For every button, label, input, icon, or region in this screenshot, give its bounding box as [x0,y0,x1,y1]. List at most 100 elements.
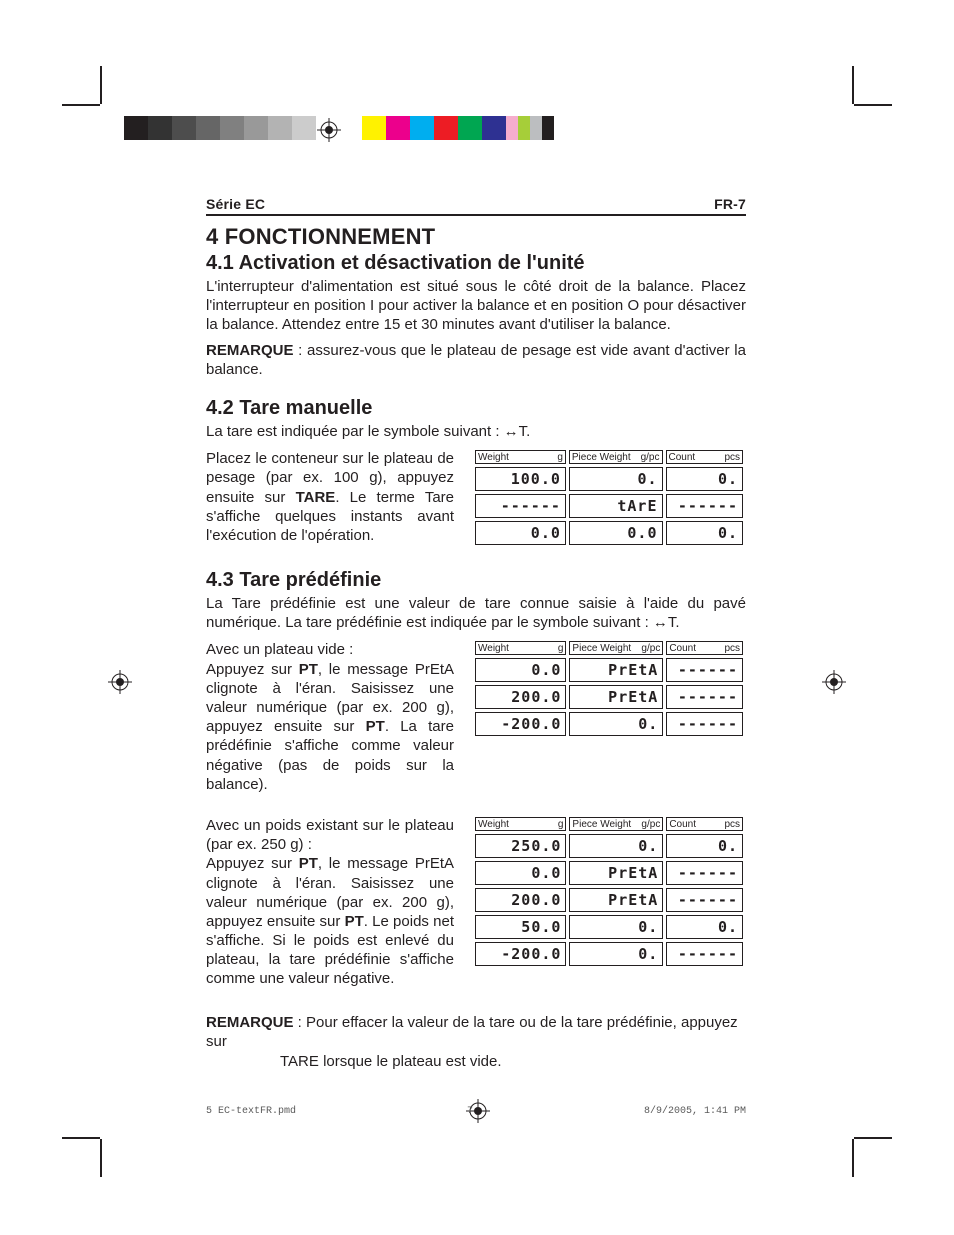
col-header-count: Countpcs [666,450,744,464]
display-cell-piece: 0. [569,834,663,858]
col-header-count: Countpcs [666,641,743,655]
display-cell-weight: -200.0 [475,712,566,736]
display-cell-piece: tArE [569,494,663,518]
color-bar-cmyk [362,116,554,140]
display-cell-piece: PrEtA [569,685,663,709]
display-cell-weight: -200.0 [475,942,566,966]
display-cell-piece: 0. [569,467,663,491]
col-header-piece: Piece Weightg/pc [569,450,663,464]
color-swatch [542,116,554,140]
paragraph-text: Avec un poids existant sur le plateau (p… [206,817,454,853]
display-cell-weight: 250.0 [475,834,566,858]
col-header-weight: Weightg [475,641,566,655]
paragraph: La tare est indiquée par le symbole suiv… [206,422,746,441]
color-swatch [458,116,482,140]
section-heading: 4 FONCTIONNEMENT [206,224,746,250]
color-swatch [410,116,434,140]
crop-mark [854,104,892,106]
paragraph: Avec un plateau vide : Appuyez sur PT, l… [206,640,454,794]
display-cell-count: ------ [666,942,743,966]
display-cell-weight: 200.0 [475,888,566,912]
bold-label: PT [299,855,318,872]
display-cell-weight: 0.0 [475,861,566,885]
subsection-heading: 4.3 Tare prédéfinie [206,569,746,592]
col-header-weight: Weightg [475,450,566,464]
registration-mark-icon [108,670,132,694]
paragraph-text: Appuyez sur [206,661,299,678]
paragraph-text: Avec un plateau vide : [206,641,353,658]
crop-mark [100,1139,102,1177]
display-cell-weight: 50.0 [475,915,566,939]
color-swatch [244,116,268,140]
bold-label: PT [366,718,385,735]
bold-label: TARE [280,1053,319,1070]
footer-file: 5 EC-textFR.pmd [206,1106,296,1117]
page-content: Série EC FR-7 4 FONCTIONNEMENT 4.1 Activ… [206,196,746,1071]
col-header-weight: Weightg [475,817,566,831]
paragraph: Avec un poids existant sur le plateau (p… [206,816,454,989]
display-cell-weight: 200.0 [475,685,566,709]
crop-mark [62,104,100,106]
display-cell-piece: 0. [569,712,663,736]
registration-mark-icon [317,118,341,142]
color-swatch [530,116,542,140]
header-right: FR-7 [714,196,746,212]
bold-label: REMARQUE [206,1014,294,1031]
bold-label: PT [299,661,318,678]
color-swatch [148,116,172,140]
bold-label: REMARQUE [206,342,294,359]
crop-mark [854,1137,892,1139]
bold-label: PT [345,913,364,930]
color-swatch [196,116,220,140]
paragraph: REMARQUE : assurez-vous que le plateau d… [206,341,746,379]
display-cell-count: ------ [666,685,743,709]
crop-mark [62,1137,100,1139]
display-cell-piece: PrEtA [569,888,663,912]
col-header-piece: Piece Weightg/pc [569,641,663,655]
color-swatch [482,116,506,140]
color-swatch [386,116,410,140]
col-header-count: Countpcs [666,817,743,831]
display-cell-piece: 0. [569,942,663,966]
color-swatch [362,116,386,140]
display-table-tare: WeightgPiece Weightg/pcCountpcs100.00.0.… [472,447,746,548]
display-table-preset-tare-b: WeightgPiece Weightg/pcCountpcs250.00.0.… [472,814,746,969]
paragraph: La Tare prédéfinie est une valeur de tar… [206,594,746,632]
crop-mark [852,1139,854,1177]
display-cell-count: 0. [666,521,744,545]
remark: REMARQUE : Pour effacer la valeur de la … [206,1013,746,1072]
paragraph: L'interrupteur d'alimentation est situé … [206,277,746,335]
display-cell-count: 0. [666,915,743,939]
display-cell-count: ------ [666,712,743,736]
subsection-heading: 4.1 Activation et désactivation de l'uni… [206,252,746,275]
display-cell-weight: 0.0 [475,521,566,545]
running-header: Série EC FR-7 [206,196,746,216]
crop-mark [852,66,854,104]
subsection-heading: 4.2 Tare manuelle [206,397,746,420]
registration-mark-icon [822,670,846,694]
footer-date: 8/9/2005, 1:41 PM [644,1106,746,1117]
col-header-piece: Piece Weightg/pc [569,817,663,831]
paragraph-text: lorsque le plateau est vide. [319,1053,502,1070]
display-table-preset-tare-a: WeightgPiece Weightg/pcCountpcs0.0PrEtA-… [472,638,746,739]
page-footer: 5 EC-textFR.pmd 7 8/9/2005, 1:41 PM [206,1106,746,1117]
display-cell-weight: 100.0 [475,467,566,491]
display-cell-weight: 0.0 [475,658,566,682]
color-swatch [506,116,518,140]
paragraph: Placez le conteneur sur le plateau de pe… [206,449,454,545]
color-swatch [124,116,148,140]
display-cell-piece: 0. [569,915,663,939]
display-cell-weight: ------ [475,494,566,518]
color-bar-greyscale [124,116,316,140]
header-left: Série EC [206,196,265,212]
display-cell-piece: PrEtA [569,658,663,682]
display-cell-count: ------ [666,861,743,885]
color-swatch [268,116,292,140]
color-swatch [220,116,244,140]
bold-label: TARE [296,489,336,506]
display-cell-count: ------ [666,494,744,518]
display-cell-piece: PrEtA [569,861,663,885]
display-cell-count: 0. [666,834,743,858]
color-swatch [172,116,196,140]
crop-mark [100,66,102,104]
